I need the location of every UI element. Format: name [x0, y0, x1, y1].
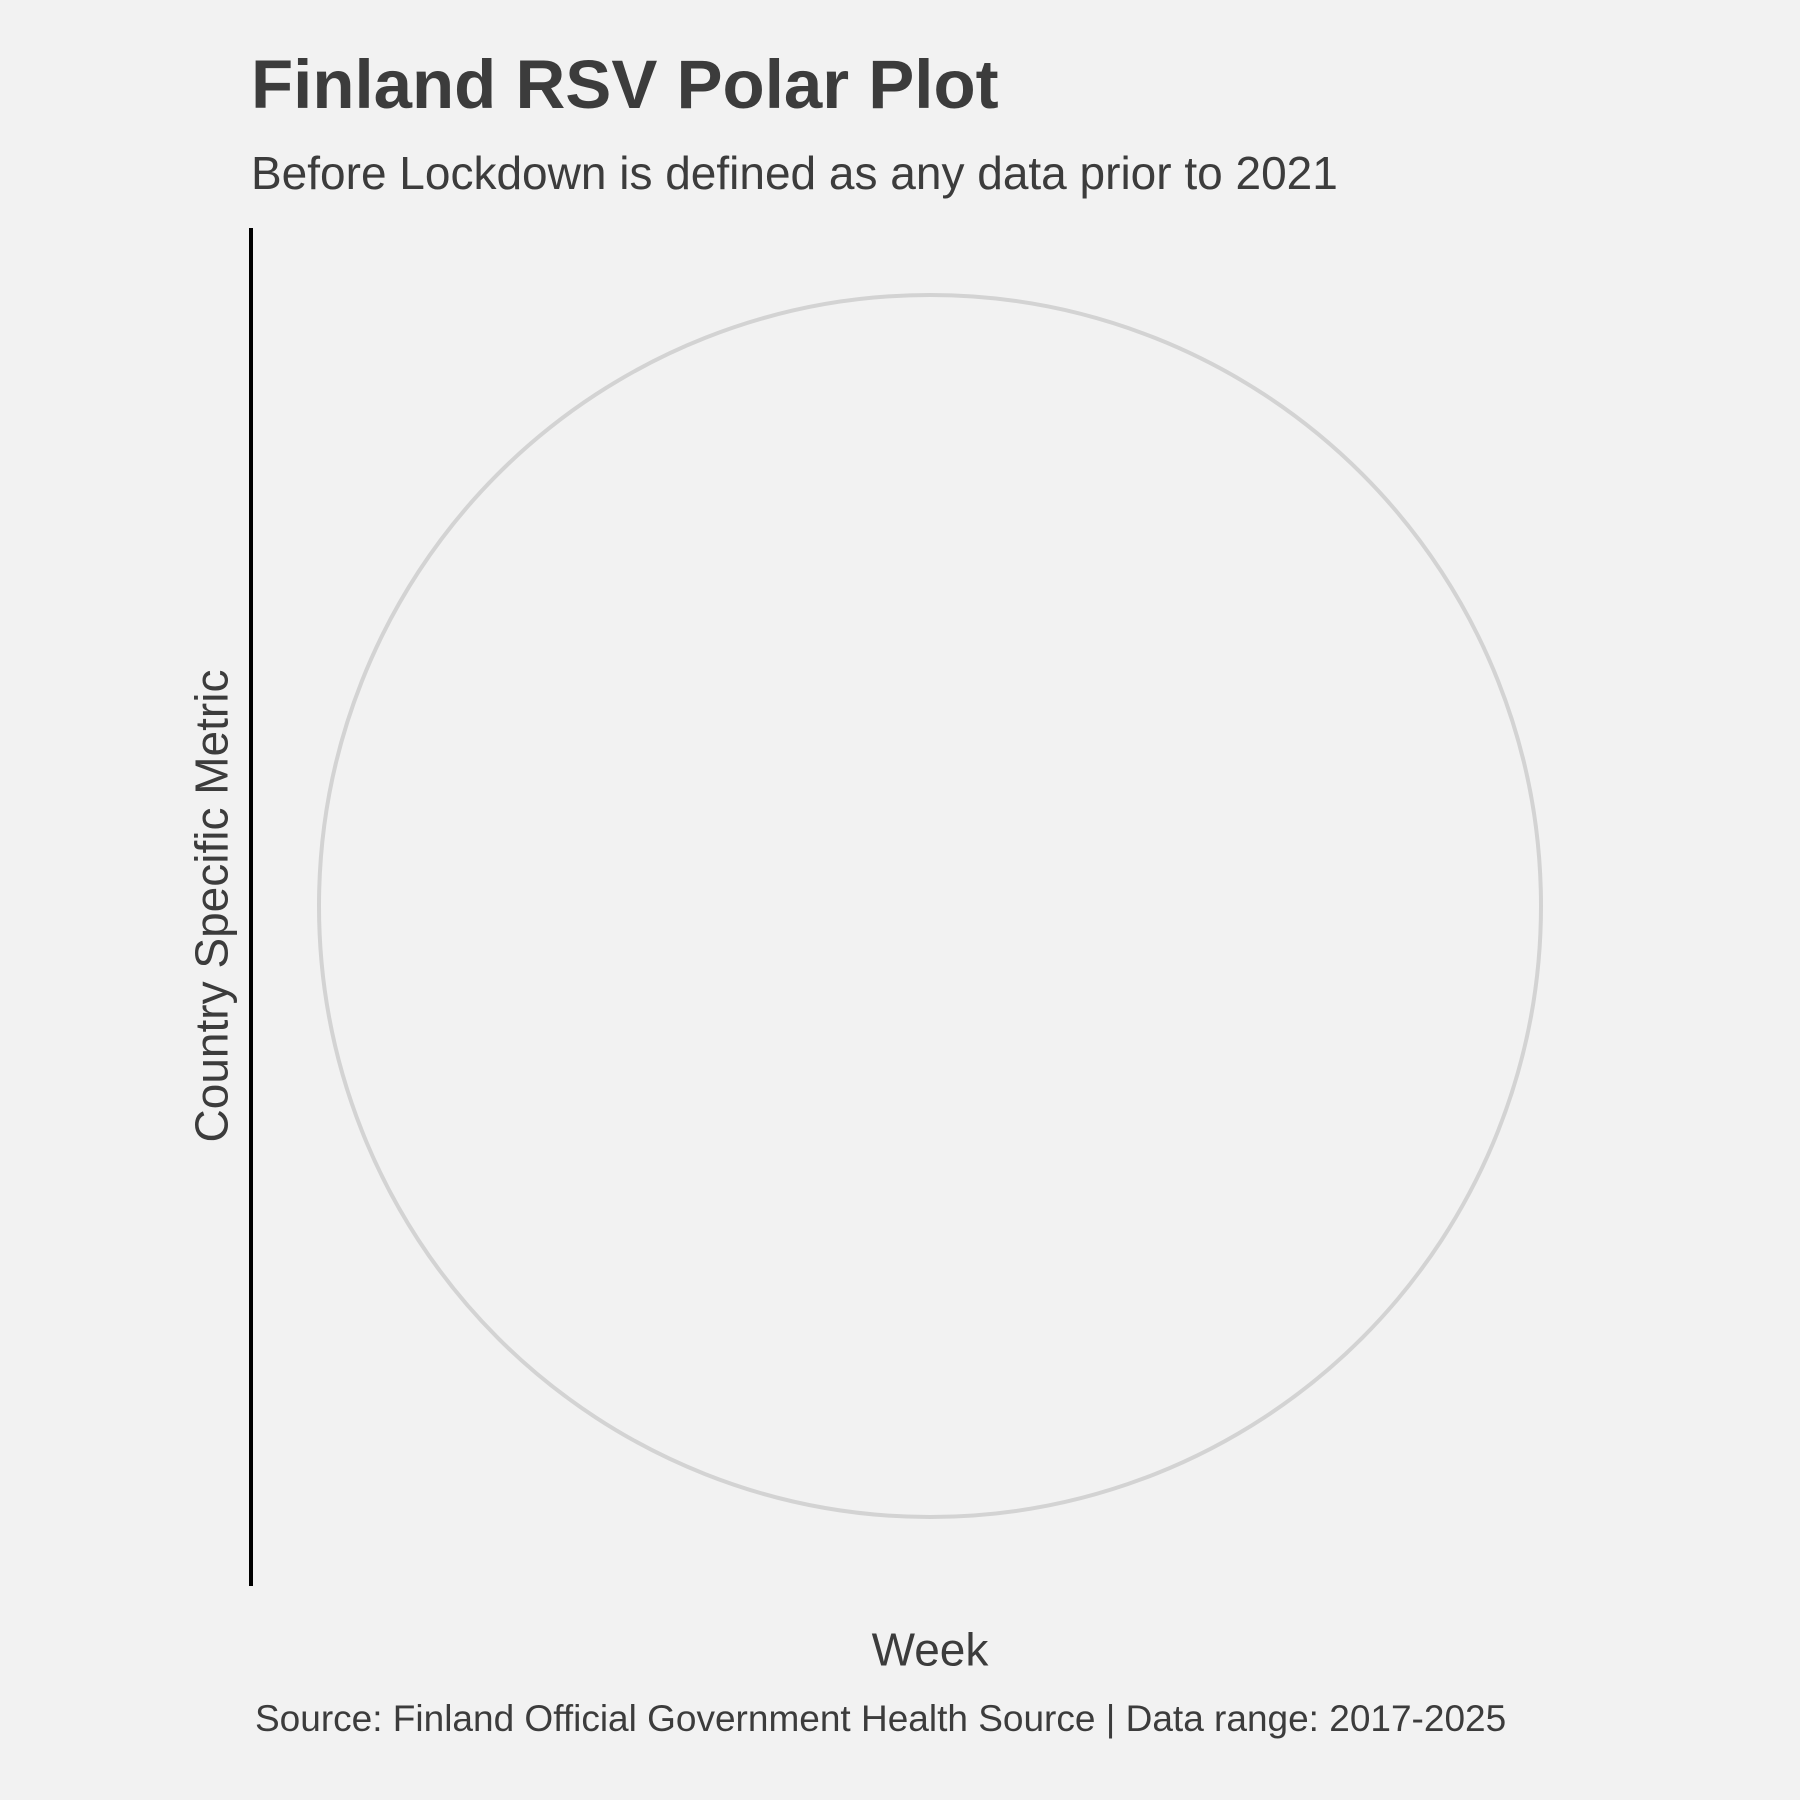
- y-axis-label: Country Specific Metric: [185, 669, 238, 1143]
- chart-caption: Source: Finland Official Government Heal…: [255, 1698, 1507, 1739]
- x-axis-label: Week: [871, 1623, 989, 1676]
- chart-subtitle: Before Lockdown is defined as any data p…: [251, 147, 1338, 199]
- polar-outer-grid-circle: [317, 293, 1543, 1519]
- chart-title: Finland RSV Polar Plot: [251, 46, 999, 123]
